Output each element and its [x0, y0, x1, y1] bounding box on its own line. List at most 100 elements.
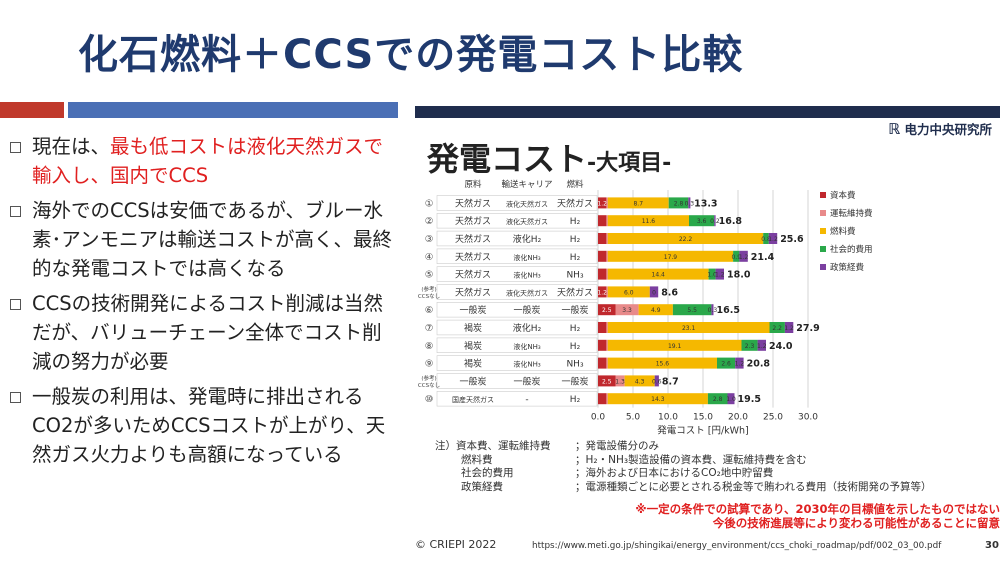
x-tick-label: 15.0	[693, 413, 713, 423]
bar-total-label: 18.0	[727, 270, 751, 281]
x-tick-label: 10.0	[658, 413, 678, 423]
bullet-text: 一般炭の利用は、発電時に排出されるCO2が多いためCCSコストが上がり、天然ガス…	[32, 385, 386, 466]
org-logo: ℝ 电力中央研究所	[888, 120, 992, 138]
legend-label: 政策経費	[830, 262, 865, 273]
column-header: 原料	[464, 179, 482, 190]
warning-note: ※一定の条件での試算であり、2030年の目標値を示したものではない 今後の技術進展…	[580, 502, 1000, 530]
bar-segment	[598, 339, 607, 351]
bar-segment	[714, 215, 716, 227]
bar-total-label: 8.6	[661, 287, 678, 298]
note-term: 政策経費	[461, 480, 503, 493]
row-fuel: 一般炭	[561, 304, 588, 316]
segment-label: 2.5	[602, 378, 612, 385]
row-number: ③	[425, 234, 434, 245]
row-fuel: H₂	[570, 324, 581, 334]
segment-label: 1.2	[597, 200, 607, 207]
row-carrier: 液化NH₃	[513, 360, 540, 369]
bullet-square-icon	[10, 392, 21, 403]
bar-total-label: 27.9	[796, 323, 819, 334]
row-frame	[436, 390, 598, 407]
bar-segment	[689, 215, 715, 227]
bar-segment	[688, 197, 691, 209]
row-fuel: NH₃	[566, 360, 584, 370]
segment-label: 2.5	[602, 307, 612, 314]
row-carrier: 一般炭	[513, 304, 540, 316]
bar-segment	[741, 339, 758, 351]
note-row: 政策経費 ；電源種類ごとに必要とされる税金等で賄われる費用（技術開発の予算等）	[435, 481, 931, 495]
note-term: 社会的費用	[461, 467, 514, 479]
bar-total-label: 19.5	[738, 394, 761, 405]
bullet-item: 一般炭の利用は、発電時に排出されるCO2が多いためCCSコストが上がり、天然ガス…	[8, 382, 400, 469]
bullet-text: CCSの技術開発によるコスト削減は当然だが、バリューチェーン全体でコスト削減の努…	[32, 292, 384, 373]
segment-label: 1.2	[768, 236, 778, 243]
row-fuel: H₂	[570, 342, 581, 352]
panel-heading-sub: -大項目-	[587, 151, 672, 176]
row-material: 天然ガス	[455, 269, 491, 281]
slide-title: 化石燃料＋CCSでの発電コスト比較	[78, 32, 744, 78]
row-number: ①	[425, 198, 434, 209]
bar-segment	[606, 286, 608, 298]
row-carrier: -	[525, 395, 528, 405]
bar-total-label: 8.7	[662, 376, 679, 387]
segment-label: 2.8	[674, 200, 684, 207]
row-number: ⑥	[425, 305, 434, 316]
row-carrier: 一般炭	[513, 375, 540, 387]
segment-label: 1.2	[757, 343, 767, 350]
segment-label: 14.4	[652, 272, 666, 279]
bar-segment	[607, 286, 650, 298]
segment-label: 19.1	[668, 343, 682, 350]
segment-label: 0.2	[710, 218, 720, 225]
bar-segment	[607, 197, 669, 209]
row-fuel: 一般炭	[561, 375, 588, 387]
bar-total-label: 16.5	[717, 305, 740, 316]
row-material: 褐炭	[464, 323, 482, 334]
bar-segment	[708, 268, 716, 280]
x-tick-label: 0.0	[591, 413, 606, 423]
bar-total-label: 16.8	[719, 216, 743, 227]
bar-segment	[615, 375, 625, 387]
bar-segment	[638, 304, 673, 316]
bar-segment	[607, 357, 717, 369]
segment-label: 22.2	[679, 236, 693, 243]
segment-label: 14.3	[651, 396, 665, 403]
bar-segment	[649, 286, 659, 298]
bar-total-label: 25.6	[780, 234, 804, 245]
segment-label: 11.6	[642, 218, 656, 225]
segment-label: 5.5	[687, 307, 697, 314]
row-fuel: 天然ガス	[557, 286, 593, 298]
segment-label: 0.6	[652, 378, 662, 385]
segment-label: 1.2	[735, 361, 745, 368]
bar-segment	[598, 357, 607, 369]
row-carrier: 液化天然ガス	[506, 288, 548, 297]
bar-segment	[598, 268, 607, 280]
legend-label: 運転維持費	[830, 208, 873, 219]
x-tick-label: 25.0	[763, 413, 783, 423]
note-term: 注）資本費、運転維持費	[435, 440, 551, 452]
bar-segment	[784, 322, 794, 333]
bullet-text: 海外でのCCSは安価であるが、ブルー水素･アンモニアは輸送コストが高く、最終的な…	[32, 199, 392, 280]
bar-segment	[606, 357, 608, 369]
row-number: (参考)	[421, 285, 436, 293]
column-header: 燃料	[566, 179, 584, 190]
bar-segment	[607, 268, 709, 280]
row-material: 一般炭	[459, 304, 486, 316]
bar-segment	[757, 339, 766, 351]
row-number: ⑩	[425, 394, 434, 405]
bar-segment	[607, 322, 770, 333]
row-material: 褐炭	[464, 341, 482, 352]
row-material: 褐炭	[464, 359, 482, 370]
bar-segment	[598, 250, 607, 262]
bullet-square-icon	[10, 142, 21, 153]
note-desc: ；発電設備分のみ	[575, 440, 659, 452]
row-frame	[436, 284, 598, 300]
bar-segment	[598, 304, 616, 316]
legend-swatch	[820, 246, 826, 252]
bar-segment	[668, 197, 689, 209]
segment-label: 1.3	[615, 378, 625, 385]
row-ref-label: CCSなし	[418, 382, 440, 389]
segment-label: 1.0	[707, 272, 717, 279]
bar-segment	[711, 304, 714, 316]
row-fuel: H₂	[570, 235, 581, 245]
copyright: © CRIEPI 2022	[415, 538, 497, 551]
legend-label: 燃料費	[830, 226, 856, 237]
